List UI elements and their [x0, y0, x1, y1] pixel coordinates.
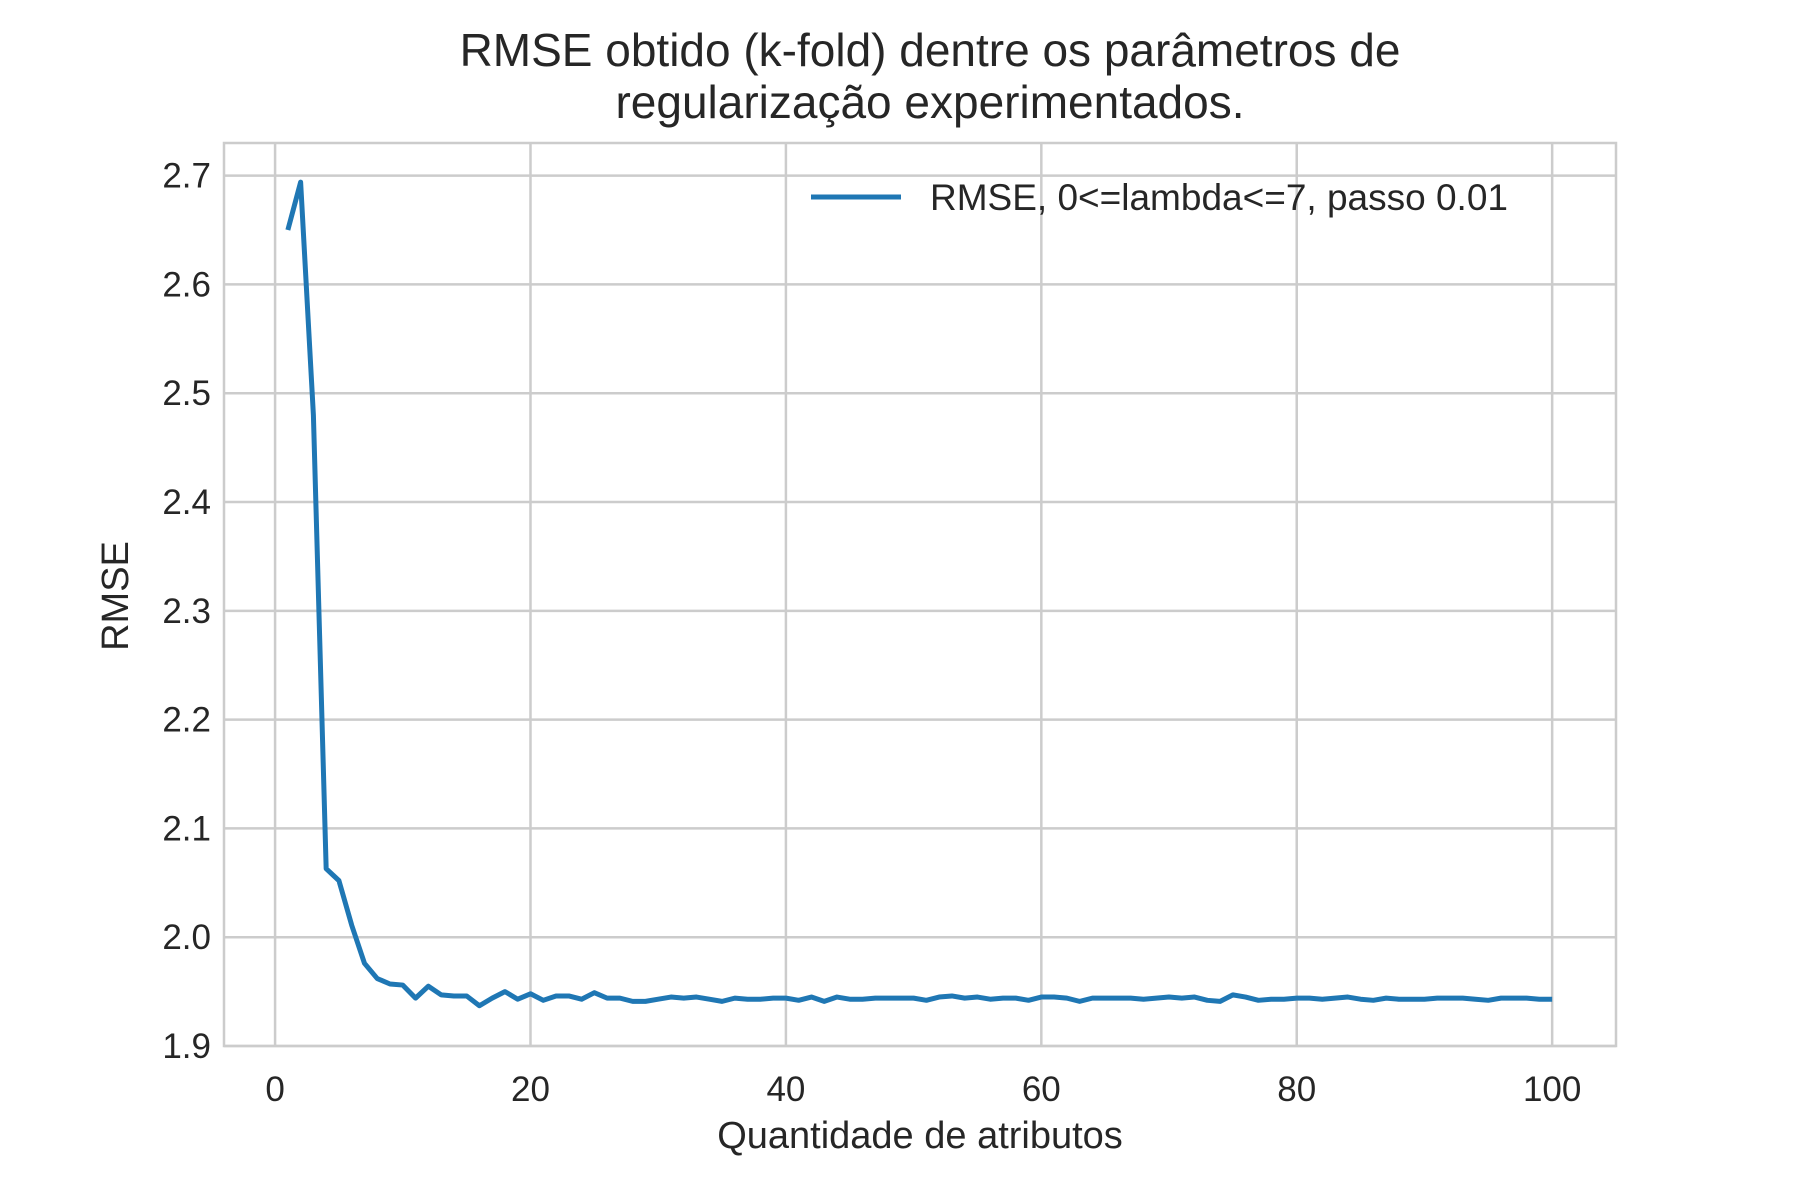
y-tick-label: 2.5 [162, 374, 211, 413]
series-layer [285, 179, 1553, 1009]
y-tick-label: 2.6 [162, 265, 211, 304]
y-tick-label: 2.0 [162, 918, 211, 957]
chart-title-line-1: RMSE obtido (k-fold) dentre os parâmetro… [460, 24, 1401, 76]
x-axis-label: Quantidade de atributos [717, 1115, 1123, 1157]
y-tick-label: 1.9 [162, 1027, 211, 1066]
legend: RMSE, 0<=lambda<=7, passo 0.01 [811, 177, 1508, 218]
plot-frame [222, 141, 1618, 1048]
y-axis-label: RMSE [95, 541, 137, 651]
rmse-series-line [285, 179, 1553, 1009]
y-tick-label: 2.2 [162, 701, 211, 740]
x-tick-label: 20 [511, 1070, 550, 1109]
y-tick-label: 2.1 [162, 809, 211, 848]
x-tick-label: 100 [1523, 1070, 1581, 1109]
x-tick-label: 40 [766, 1070, 805, 1109]
x-tick-label: 60 [1022, 1070, 1061, 1109]
y-tick-label: 2.7 [162, 157, 211, 196]
legend-label: RMSE, 0<=lambda<=7, passo 0.01 [930, 177, 1508, 218]
tick-labels: 0 20 40 60 80 100 1.9 2.0 2.1 2.2 2.3 2.4 2.5 2.6 2.7 [162, 157, 1581, 1109]
grid [224, 143, 1616, 1048]
x-tick-label: 0 [265, 1070, 284, 1109]
chart-title-line-2: regularização experimentados. [615, 76, 1244, 128]
x-tick-label: 80 [1277, 1070, 1316, 1109]
y-tick-label: 2.3 [162, 592, 211, 631]
y-tick-label: 2.4 [162, 483, 211, 522]
